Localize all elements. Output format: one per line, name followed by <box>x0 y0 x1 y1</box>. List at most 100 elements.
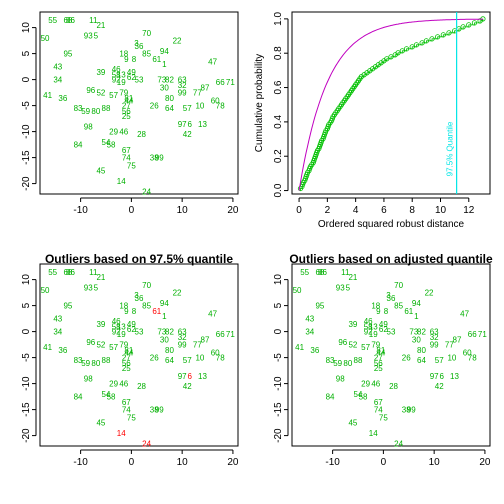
point-label: 36 <box>135 294 144 303</box>
point-label: 66 <box>216 78 225 87</box>
point-label: 27 <box>374 354 383 363</box>
point-label: 49 <box>127 320 136 329</box>
point-label: 27 <box>122 102 131 111</box>
scatter-panel-quantile-outliers: -10 0 10 20 -20 -15 -10 -5 0 5 10 Outliers based on… <box>21 252 239 468</box>
point-label: 81 <box>124 94 133 103</box>
y-tick-label: 10 <box>21 274 32 286</box>
y-tick-label: 1.0 <box>273 11 284 25</box>
y-tick-label: 0 <box>273 328 284 334</box>
point-label: 21 <box>96 21 105 30</box>
point-label: 3 <box>134 291 139 300</box>
point-label: 50 <box>41 286 50 295</box>
point-label: 67 <box>374 398 383 407</box>
point-label: 85 <box>142 302 151 311</box>
point-label: 36 <box>310 346 319 355</box>
x-tick-label: 10 <box>177 457 189 468</box>
point-label: 47 <box>208 309 217 318</box>
point-label: 71 <box>226 330 235 339</box>
point-label: 45 <box>96 167 105 176</box>
panel-title: Outliers based on adjusted quantile <box>289 252 493 266</box>
point-label: 67 <box>122 398 131 407</box>
point-label: 3 <box>134 39 139 48</box>
point-label: 54 <box>102 390 111 399</box>
point-label: 96 <box>86 86 95 95</box>
y-tick-label: 10 <box>21 22 32 34</box>
point-label: 64 <box>417 356 426 365</box>
point-label: 88 <box>102 104 111 113</box>
point-label: 54 <box>354 390 363 399</box>
x-tick-label: -10 <box>73 457 88 468</box>
point-label: 10 <box>195 102 204 111</box>
point-label: 25 <box>374 364 383 373</box>
plot-frame <box>39 263 239 447</box>
point-label: 58 <box>364 322 373 331</box>
point-label: 49 <box>379 320 388 329</box>
point-label: 58 <box>107 141 116 150</box>
point-label: 98 <box>336 374 345 383</box>
point-label: 80 <box>91 359 100 368</box>
point-label: 21 <box>348 273 357 282</box>
point-label: 42 <box>435 382 444 391</box>
x-tick-label: 4 <box>353 205 359 216</box>
x-tick-label: 0 <box>296 205 302 216</box>
point-label: 82 <box>165 328 174 337</box>
point-label: 73 <box>157 328 166 337</box>
point-label: 87 <box>201 83 210 92</box>
point-label: 18 <box>119 50 128 59</box>
point-label: 58 <box>107 393 116 402</box>
point-label: 68 <box>63 16 72 25</box>
point-label: 30 <box>412 335 421 344</box>
plot-frame <box>291 263 491 447</box>
point-label: 92 <box>364 328 373 337</box>
point-label: 70 <box>142 29 151 38</box>
point-label: 46 <box>112 317 121 326</box>
point-label: 53 <box>135 328 144 337</box>
point-label: 57 <box>435 356 444 365</box>
point-label: 5 <box>94 31 99 40</box>
ecdf-step-line <box>300 18 484 191</box>
y-tick-label: -20 <box>21 176 32 191</box>
point-label: 36 <box>387 294 396 303</box>
point-label: 73 <box>409 328 418 337</box>
point-label: 9 <box>124 55 129 64</box>
plot-frame <box>39 11 239 195</box>
outlier-point-label: 61 <box>152 307 161 316</box>
point-label: 13 <box>450 372 459 381</box>
x-tick-label: 12 <box>463 205 475 216</box>
point-label: 38 <box>150 154 159 163</box>
x-tick-label: -10 <box>325 457 340 468</box>
point-label: 57 <box>183 104 192 113</box>
y-tick-label: -15 <box>21 402 32 417</box>
point-label: 22 <box>425 289 434 298</box>
point-label: 34 <box>53 76 62 85</box>
point-label: 62 <box>127 73 136 82</box>
point-label: 80 <box>417 346 426 355</box>
point-label: 98 <box>84 374 93 383</box>
point-label: 83 <box>326 356 335 365</box>
y-tick-label: -15 <box>21 150 32 165</box>
point-label: 98 <box>84 122 93 131</box>
point-label: 92 <box>112 76 121 85</box>
point-label: 62 <box>379 325 388 334</box>
point-label: 44 <box>376 348 385 357</box>
point-label: 53 <box>135 76 144 85</box>
point-label: 32 <box>178 81 187 90</box>
point-label: 80 <box>165 94 174 103</box>
point-label: 67 <box>122 146 131 155</box>
point-label: 99 <box>155 154 164 163</box>
y-tick-label: 5 <box>273 302 284 308</box>
point-label: 73 <box>157 76 166 85</box>
point-label: 18 <box>119 302 128 311</box>
point-label: 36 <box>58 346 67 355</box>
point-label: 29 <box>361 380 370 389</box>
y-tick-label: -10 <box>21 124 32 139</box>
point-label: 43 <box>305 315 314 324</box>
point-label: 63 <box>430 328 439 337</box>
point-label: 61 <box>152 55 161 64</box>
point-label: 52 <box>96 341 105 350</box>
point-label: 43 <box>53 63 62 72</box>
point-label: 88 <box>354 356 363 365</box>
quantile-label: 97.5% Quantile <box>446 121 455 176</box>
point-label: 42 <box>183 382 192 391</box>
